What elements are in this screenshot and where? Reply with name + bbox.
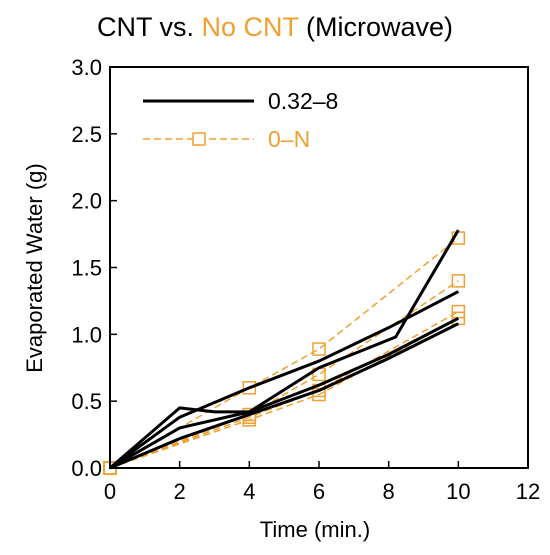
y-axis-label: Evaporated Water (g) — [22, 163, 47, 373]
data-point-no-cnt — [451, 274, 466, 288]
y-tick-label: 2.0 — [71, 189, 102, 214]
y-tick-label: 3.0 — [71, 55, 102, 80]
chart-title: CNT vs. No CNT (Microwave) — [97, 12, 453, 42]
series-line-no-cnt — [109, 317, 459, 469]
data-point-no-cnt — [312, 387, 326, 402]
y-tick-label: 0.5 — [71, 389, 102, 414]
x-tick-label: 10 — [446, 479, 470, 504]
chart-title-part-3: (Microwave) — [299, 12, 454, 42]
series-line-cnt — [109, 322, 460, 470]
y-tick-label: 1.5 — [71, 256, 102, 281]
data-point-no-cnt — [312, 342, 326, 356]
y-tick-label: 1.0 — [71, 322, 102, 347]
ticks-layer: 0 2 4 6 8 10 12 0.0 0.5 1.0 1.5 2.0 2.5 3.0 — [71, 55, 540, 504]
y-tick-label: 2.5 — [71, 122, 102, 147]
legend-label-no-cnt: 0–N — [268, 126, 310, 152]
x-tick-label: 8 — [383, 479, 395, 504]
x-tick-label: 12 — [516, 479, 540, 504]
plot-frame — [109, 66, 529, 469]
legend-marker-no-cnt — [192, 132, 206, 146]
series-line-cnt — [109, 316, 460, 470]
y-tick-label: 0.0 — [71, 456, 102, 481]
series-line-no-cnt — [109, 237, 459, 469]
series-line-cnt — [109, 290, 460, 470]
x-tick-label: 0 — [104, 479, 116, 504]
legend: 0.32–8 0–N — [143, 88, 338, 152]
legend-label-cnt: 0.32–8 — [268, 88, 338, 114]
chart-title-part-2: No CNT — [201, 12, 298, 42]
x-tick-label: 4 — [243, 479, 255, 504]
data-point-no-cnt — [242, 381, 257, 395]
x-tick-label: 6 — [313, 479, 325, 504]
chart-title-part-1: CNT vs. — [97, 12, 202, 42]
series-layer — [103, 229, 466, 475]
series-line-no-cnt — [109, 310, 459, 469]
x-tick-label: 2 — [174, 479, 186, 504]
x-axis-label: Time (min.) — [260, 517, 370, 542]
